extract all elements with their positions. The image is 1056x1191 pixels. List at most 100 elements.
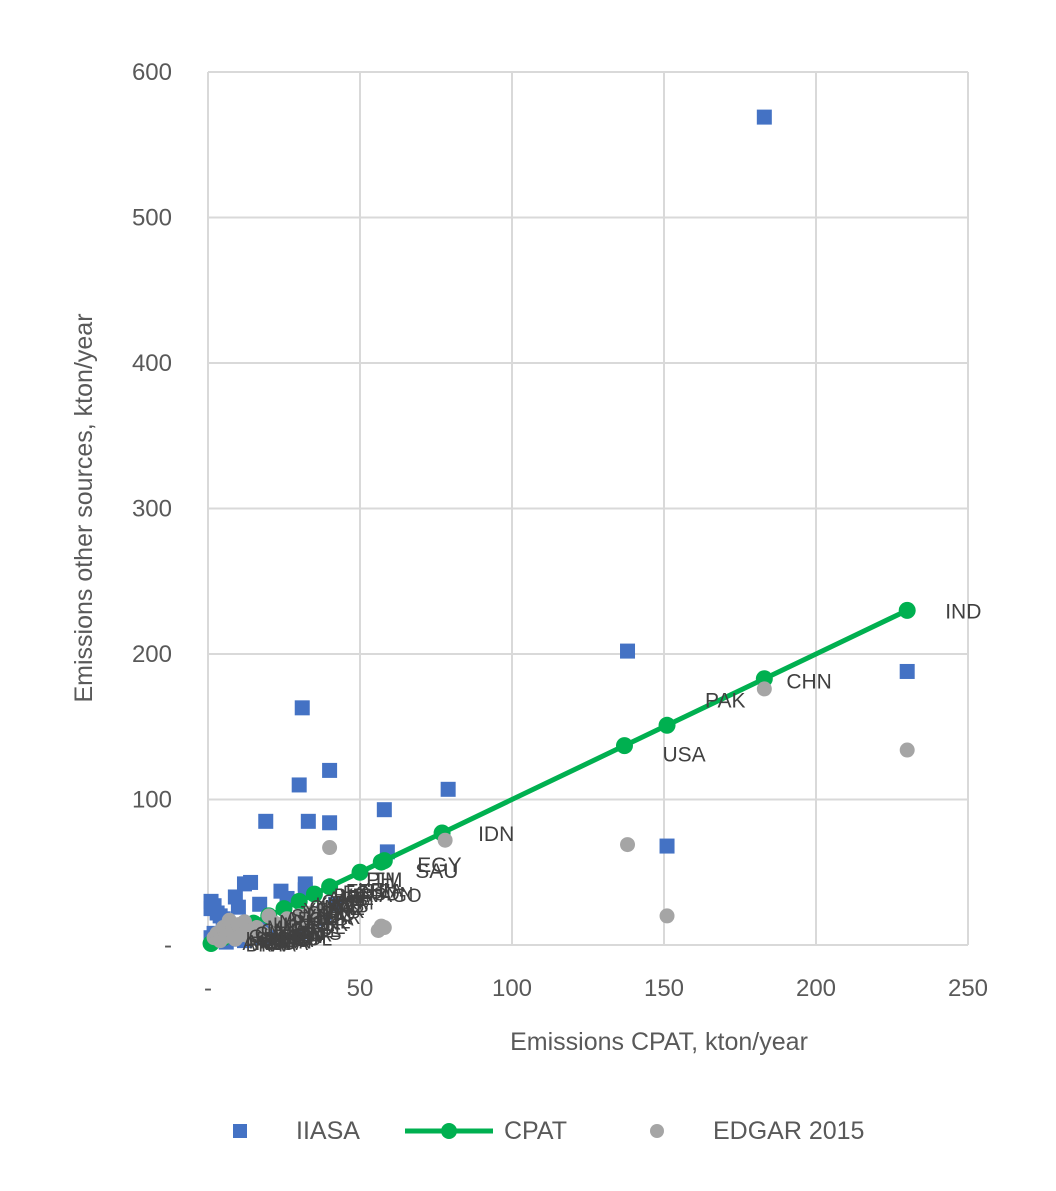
country-label: IDN	[478, 823, 514, 846]
iiasa-marker	[620, 643, 636, 659]
iiasa-marker	[291, 777, 307, 793]
cluster-data-label: BHR	[334, 886, 374, 907]
grid	[207, 71, 969, 946]
cluster-data-label: CHL	[312, 912, 350, 933]
country-label: TM	[372, 869, 402, 892]
cpat-marker	[898, 601, 916, 619]
cluster-data-label: GHA	[249, 927, 291, 948]
cpat-marker	[375, 852, 393, 870]
cluster-data-label: TUN	[276, 924, 315, 945]
iiasa-marker	[243, 874, 259, 890]
cluster-data-label: PHL	[303, 921, 340, 942]
iiasa-marker	[659, 838, 675, 854]
legend-item-cpat: CPAT	[405, 1117, 567, 1145]
cpat-marker	[615, 737, 633, 755]
cluster-data-label: TKM	[334, 893, 374, 914]
cluster-data-label: IRQ	[322, 905, 356, 926]
iiasa-marker	[300, 813, 316, 829]
legend: IIASA CPAT EDGAR 2015	[233, 1117, 864, 1145]
edgar-marker	[437, 832, 453, 848]
plot-area	[202, 109, 916, 953]
cluster-data-label: ITA	[285, 931, 313, 952]
cluster-data-label: YEM	[303, 901, 344, 922]
iiasa-marker	[322, 815, 338, 831]
legend-circle-marker-icon	[441, 1123, 457, 1139]
cluster-data-label: AZE	[337, 889, 374, 910]
y-tick-label: 600	[132, 59, 172, 86]
y-tick-label: 200	[132, 641, 172, 668]
cpat-marker	[351, 863, 369, 881]
x-tick-label: -	[204, 975, 212, 1002]
cluster-data-label: DZA	[316, 909, 354, 930]
x-tick-label: 200	[796, 975, 836, 1002]
cpat-marker	[305, 885, 323, 903]
edgar-marker	[659, 908, 675, 924]
axis-ticks: - 50 100 150 200 250 - 100 200 300 400 500 600	[132, 59, 988, 1002]
country-label: IND	[945, 600, 981, 623]
y-axis-title: Emissions other sources, kton/year	[70, 313, 98, 702]
iiasa-marker	[376, 802, 392, 818]
cpat-marker	[658, 716, 676, 734]
edgar-marker	[899, 742, 915, 758]
iiasa-marker	[899, 663, 915, 679]
iiasa-marker	[258, 813, 274, 829]
legend-square-marker-icon	[233, 1124, 247, 1138]
cluster-data-label: ESP	[288, 928, 326, 949]
cluster-data-label: MMR	[267, 918, 312, 939]
cluster-data-label: KWT	[316, 895, 359, 916]
cluster-data-label: QAT	[322, 892, 360, 913]
cluster-data-label: ETH	[346, 882, 384, 903]
edgar-marker	[620, 837, 636, 853]
country-label: CHN	[786, 671, 832, 694]
country-label: PH	[366, 869, 395, 892]
iiasa-marker	[756, 109, 772, 125]
cluster-data-label: LBY	[246, 930, 282, 951]
legend-label-iiasa: IIASA	[296, 1117, 360, 1145]
cluster-data-label: AGO	[379, 886, 421, 907]
x-tick-label: 250	[948, 975, 988, 1002]
cluster-data-label: ARE	[328, 889, 367, 910]
cluster-data-label: POL	[294, 930, 332, 951]
iiasa-marker	[322, 762, 338, 778]
y-tick-label: 500	[132, 205, 172, 232]
y-tick-label: 400	[132, 350, 172, 377]
cluster-data-label: AFG	[285, 909, 324, 930]
country-label: USA	[662, 744, 705, 767]
cluster-data-label: NPL	[279, 912, 316, 933]
iiasa-marker	[328, 896, 344, 912]
legend-gray-circle-marker-icon	[650, 1124, 664, 1138]
legend-label-cpat: CPAT	[504, 1117, 567, 1145]
x-tick-label: 100	[492, 975, 532, 1002]
y-tick-label: 100	[132, 787, 172, 814]
cluster-data-label: COL	[306, 918, 345, 939]
cluster-data-label: SDN	[373, 885, 413, 906]
cluster-data-label: JOR	[297, 904, 335, 925]
edgar-marker	[322, 840, 338, 856]
cluster-data-label: MYS	[300, 924, 341, 945]
cluster-data-label: ISR	[306, 914, 338, 935]
iiasa-marker	[252, 896, 268, 912]
cluster-data-label: TZA	[367, 882, 403, 903]
cluster-data-label: ECU	[343, 883, 383, 904]
cluster-data-label: CMR	[261, 921, 304, 942]
iiasa-marker	[440, 781, 456, 797]
cluster-data-label: GBR	[291, 925, 332, 946]
cluster-data-label: TUR	[252, 934, 291, 955]
cluster-data-label: IRN	[255, 931, 288, 952]
cluster-data-label: JPN	[276, 933, 312, 954]
y-tick-label: 300	[132, 496, 172, 523]
cluster-data-label: OMN	[309, 898, 353, 919]
cluster-data-label: FRA	[282, 927, 320, 948]
edgar-marker	[255, 925, 271, 941]
edgar-marker	[376, 920, 392, 936]
edgar-marker	[297, 917, 313, 933]
edgar-marker	[316, 901, 332, 917]
cluster-data-label: KEN	[358, 880, 397, 901]
country-label: SAU	[415, 860, 458, 883]
legend-item-edgar-2015: EDGAR 2015	[650, 1117, 864, 1145]
country-label: PAK	[705, 689, 745, 712]
cpat-marker	[321, 878, 339, 896]
cluster-data-label: PER	[309, 915, 348, 936]
